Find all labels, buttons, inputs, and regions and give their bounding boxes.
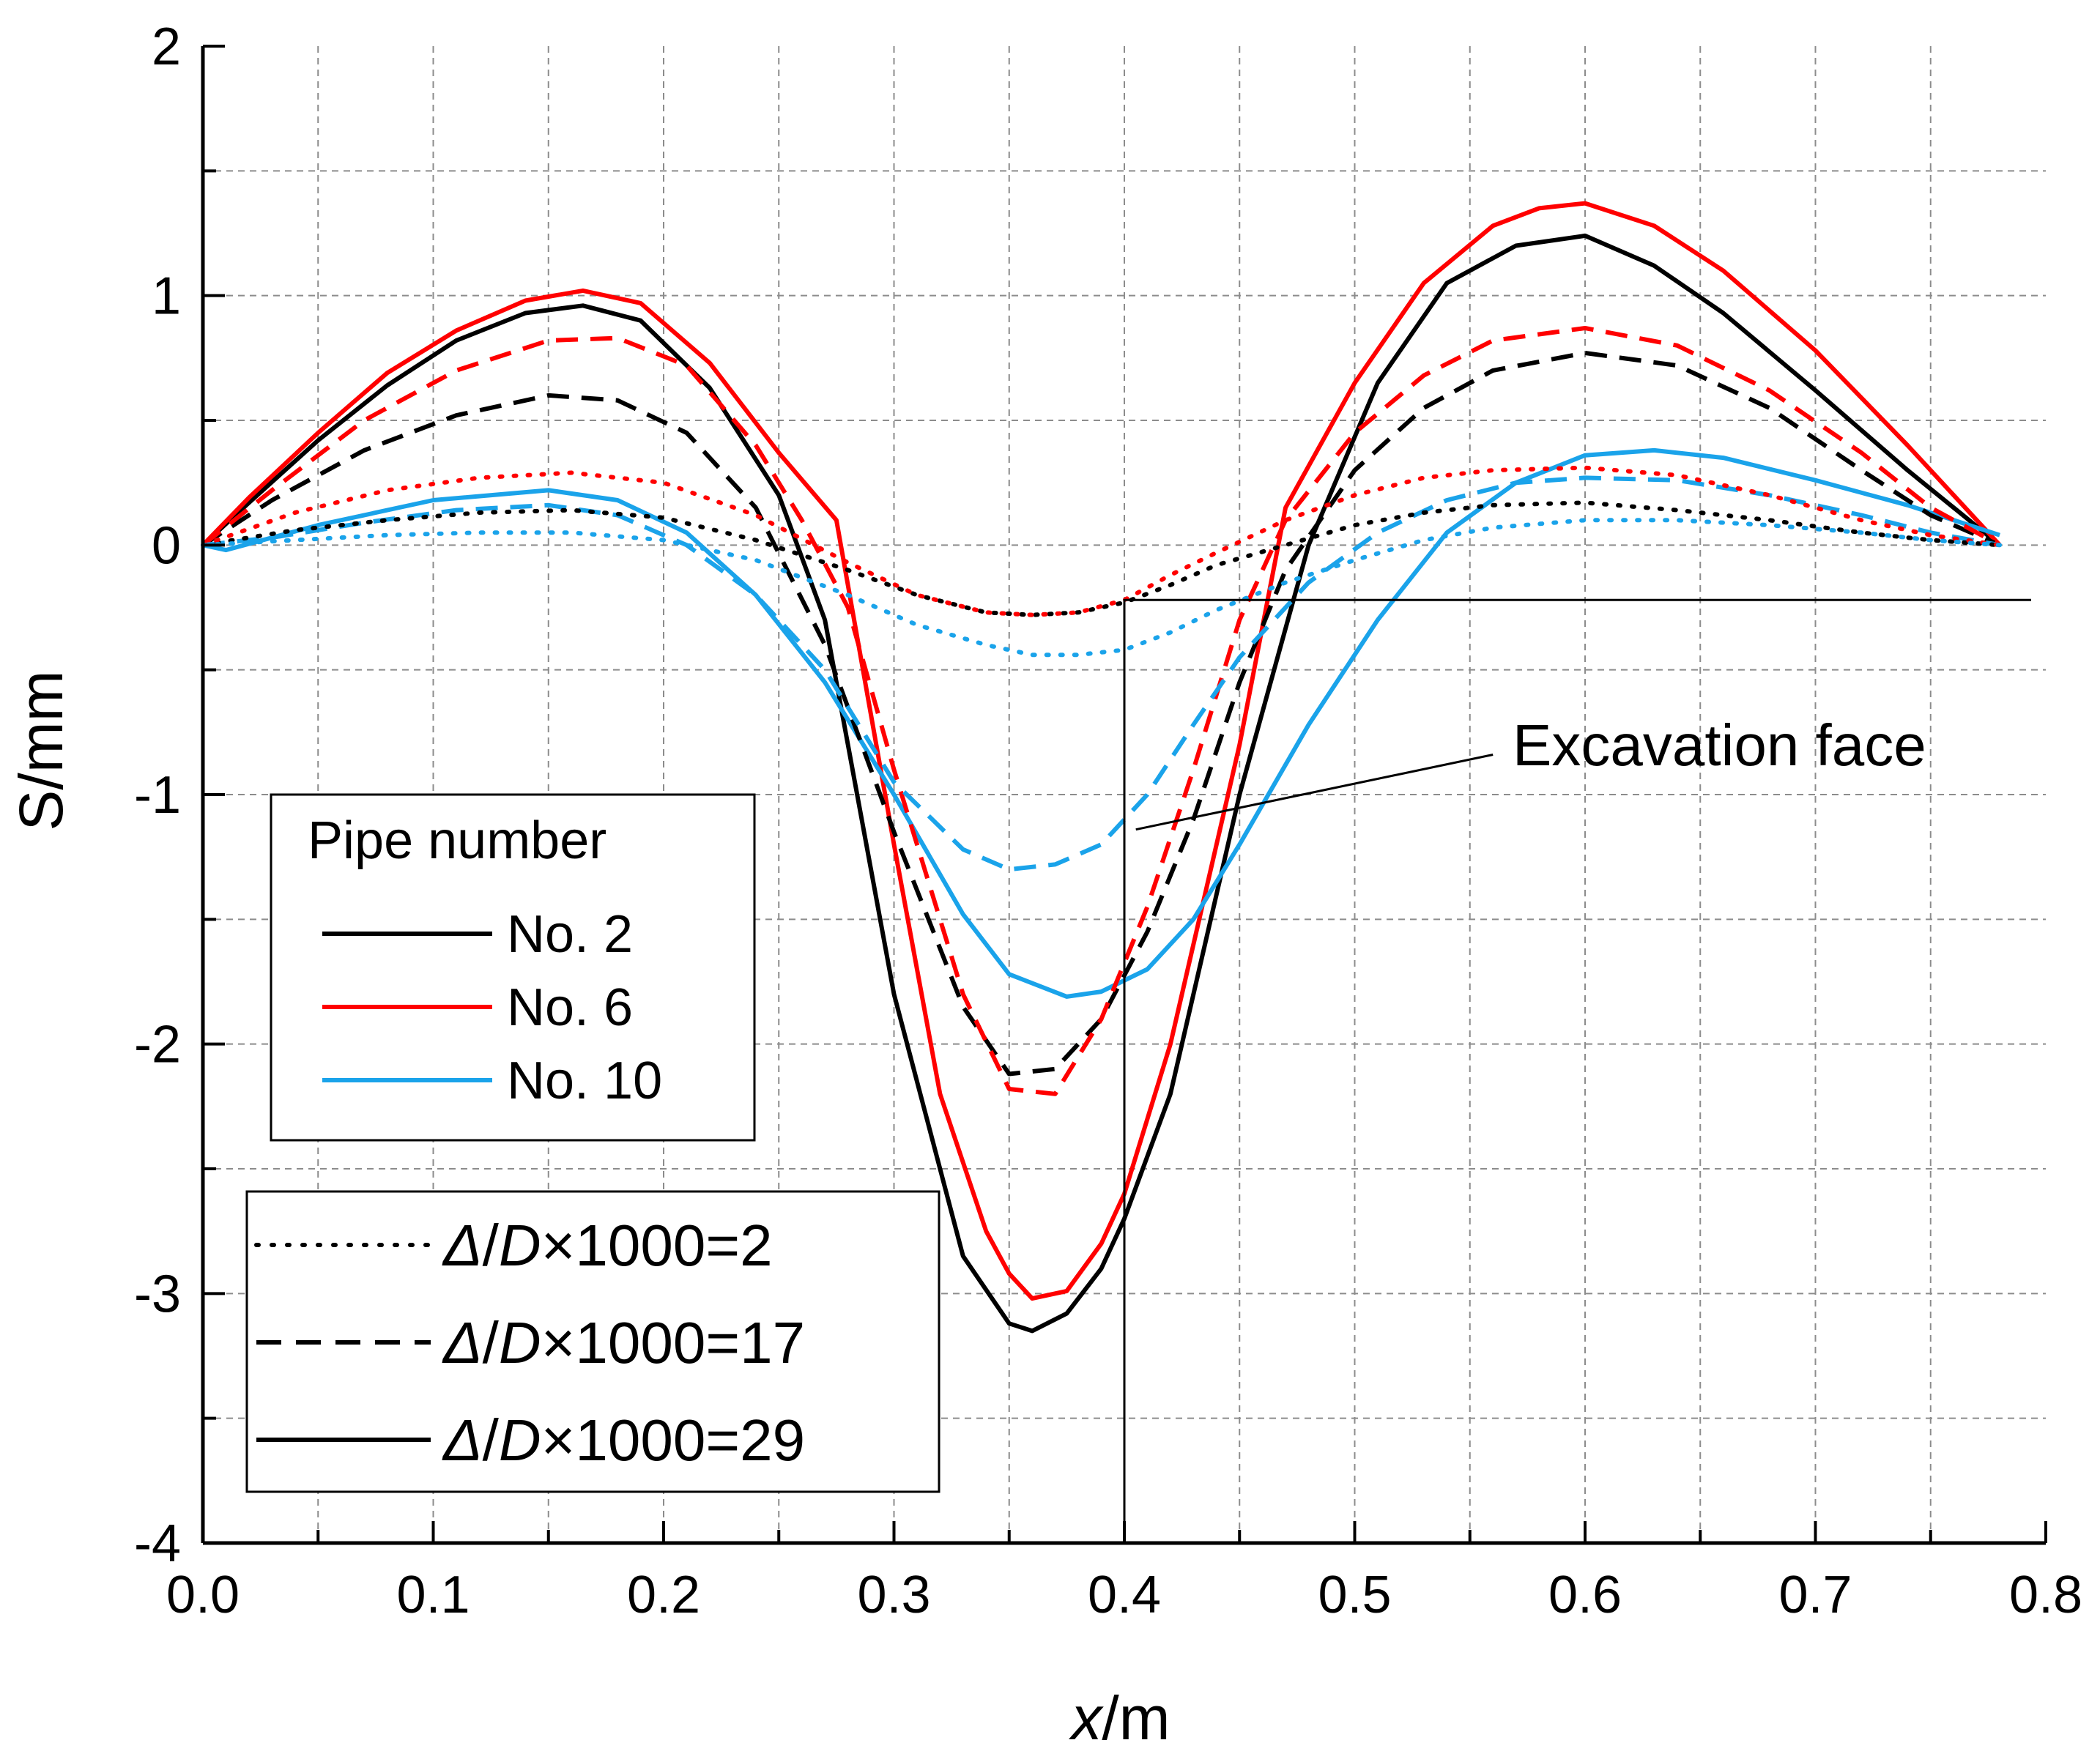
x-axis-title-unit: /m	[1102, 1684, 1170, 1751]
y-tick-label: 2	[152, 18, 181, 76]
pipe-legend-label-no10: No. 10	[507, 1052, 662, 1110]
x-tick-label: 0.1	[396, 1566, 470, 1624]
pipe-legend: Pipe number No. 2 No. 6 No. 10	[270, 793, 756, 1142]
axes: 0.0 0.1 0.2 0.3 0.4 0.5 0.6 0.7 0.8 2 1 0 -1 -2 -3 -4	[134, 18, 2082, 1624]
excavation-face-pointer	[1135, 754, 1494, 831]
ratio-legend-label-17: Δ/D×1000=17	[442, 1310, 805, 1375]
y-tick-label: 1	[152, 267, 181, 326]
x-tick-label: 0.7	[1778, 1566, 1852, 1624]
y-tick-label: -1	[134, 766, 181, 825]
x-tick-label: 0.3	[857, 1566, 930, 1624]
pipe-legend-box	[270, 793, 756, 1142]
excavation-face-marker	[1123, 598, 2031, 1543]
pipe-legend-label-no6: No. 6	[507, 978, 633, 1037]
y-tick-label: 0	[152, 516, 181, 575]
pipe-legend-label-no2: No. 2	[507, 905, 633, 964]
series-line-2	[202, 447, 2001, 999]
excavation-face-label: Excavation face	[1513, 713, 1926, 778]
ratio-legend-label-2: Δ/D×1000=2	[442, 1213, 773, 1278]
y-axis-title: S/mm	[7, 670, 75, 830]
x-tick-label: 0.8	[2009, 1566, 2082, 1624]
x-tick-label: 0.5	[1318, 1566, 1391, 1624]
ratio-legend-label-29: Δ/D×1000=29	[442, 1408, 805, 1473]
y-tick-label: -4	[134, 1514, 181, 1573]
y-tick-label: -3	[134, 1265, 181, 1323]
series-line-0	[201, 233, 2001, 1334]
x-tick-label: 0.4	[1088, 1566, 1161, 1624]
series-line-6	[201, 500, 2003, 617]
series-line-1	[201, 201, 2002, 1301]
x-tick-label: 0.2	[627, 1566, 700, 1624]
x-axis-title: x/m	[1068, 1684, 1170, 1751]
x-tick-label: 0.0	[166, 1566, 240, 1624]
annotation-layer: Excavation face	[1123, 598, 2031, 1543]
series-line-8	[201, 518, 2003, 658]
x-axis-title-var: x	[1068, 1684, 1104, 1751]
ratio-legend: Δ/D×1000=2 Δ/D×1000=17 Δ/D×1000=29	[245, 1190, 940, 1493]
y-tick-label: -2	[134, 1016, 181, 1074]
x-tick-label: 0.6	[1548, 1566, 1622, 1624]
pipe-legend-title: Pipe number	[308, 811, 606, 870]
